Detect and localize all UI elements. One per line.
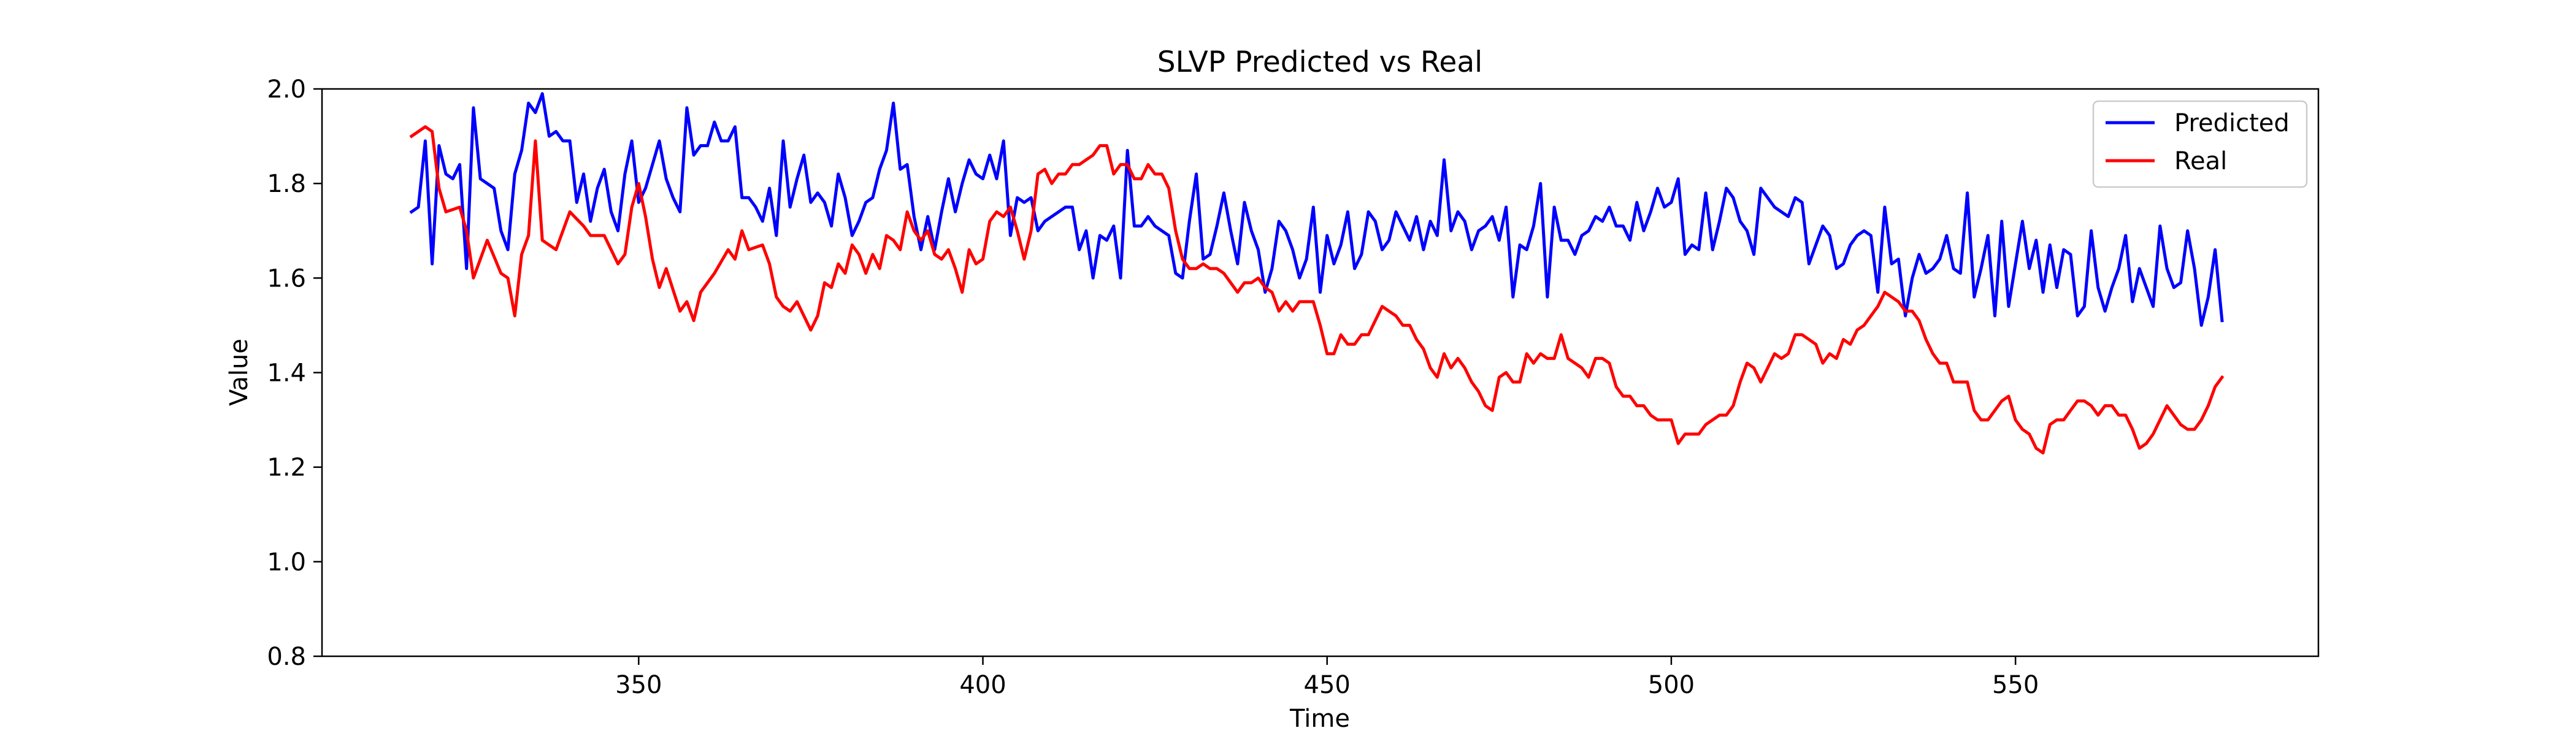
- y-axis-label: Value: [225, 339, 253, 406]
- y-tick-label: 1.2: [267, 454, 306, 482]
- series-line-real: [409, 125, 2225, 454]
- y-tick-label: 0.8: [267, 643, 306, 671]
- x-tick-label: 500: [1648, 671, 1695, 699]
- plot-area: [322, 89, 2318, 656]
- x-tick-label: 350: [615, 671, 662, 699]
- y-axis-ticks: 0.8 1.0 1.2 1.4 1.6 1.8 2.0: [267, 75, 322, 671]
- y-tick-label: 2.0: [267, 75, 306, 104]
- y-tick-label: 1.8: [267, 170, 306, 198]
- chart-title: SLVP Predicted vs Real: [1157, 45, 1482, 79]
- y-tick-label: 1.4: [267, 359, 306, 388]
- x-tick-label: 400: [959, 671, 1006, 699]
- x-tick-label: 550: [1992, 671, 2039, 699]
- x-axis-label: Time: [1289, 705, 1350, 733]
- y-tick-label: 1.0: [267, 548, 306, 577]
- x-axis-ticks: 350 400 450 500 550: [615, 656, 2039, 699]
- series-layer: [409, 92, 2225, 454]
- legend-label-real: Real: [2174, 147, 2227, 175]
- legend-label-predicted: Predicted: [2174, 109, 2290, 137]
- x-tick-label: 450: [1304, 671, 1351, 699]
- legend: Predicted Real: [2092, 100, 2308, 188]
- series-line-predicted: [409, 92, 2224, 327]
- y-tick-label: 1.6: [267, 264, 306, 293]
